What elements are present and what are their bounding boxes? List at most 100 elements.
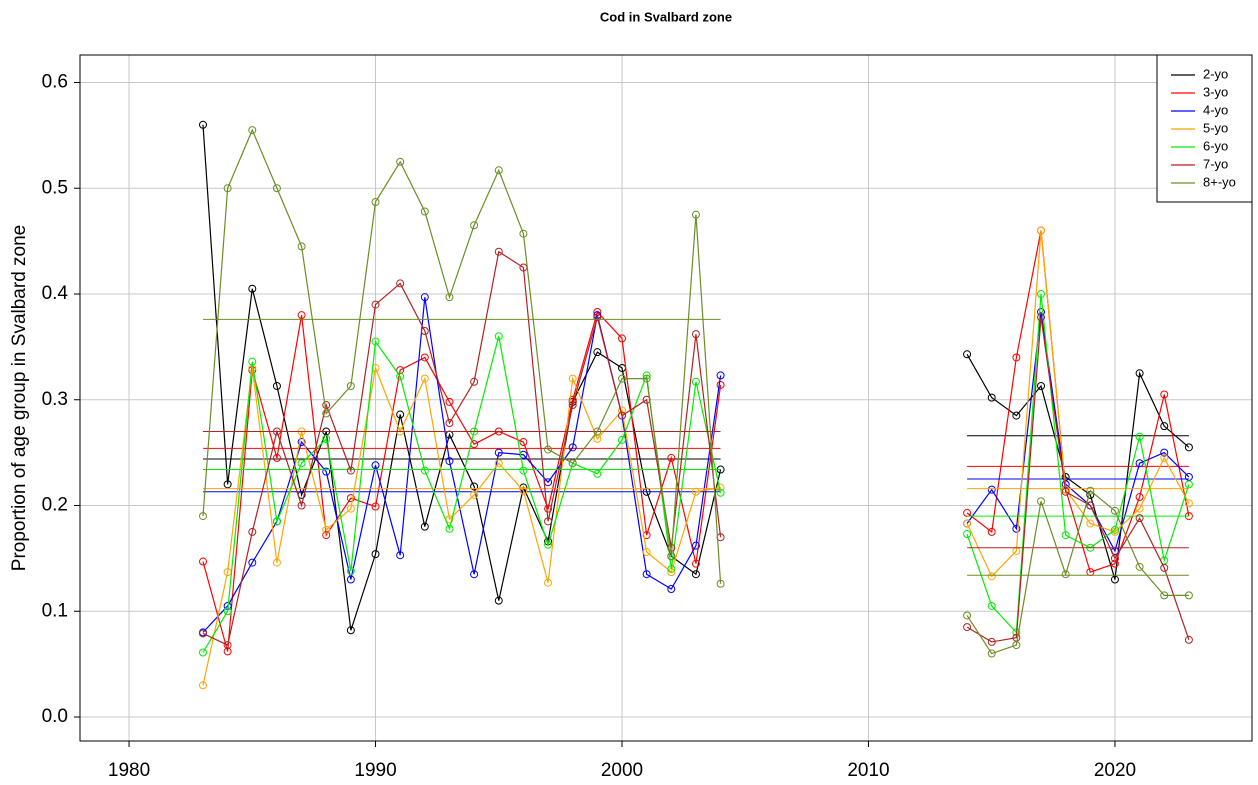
point [248, 558, 257, 567]
point [1110, 575, 1119, 584]
point [987, 649, 996, 658]
point [1012, 641, 1021, 650]
point [371, 502, 380, 511]
point [568, 459, 577, 468]
point [1012, 411, 1021, 420]
legend-label: 7-yo [1203, 156, 1228, 171]
series-line [202, 250, 1190, 646]
point [568, 401, 577, 410]
point [198, 681, 207, 690]
y-tick-label: 0.1 [42, 600, 68, 621]
point [667, 564, 676, 573]
point [618, 411, 627, 420]
point [1012, 524, 1021, 533]
point [297, 459, 306, 468]
point [716, 579, 725, 588]
point [223, 607, 232, 616]
point [691, 570, 700, 579]
point [198, 557, 207, 566]
point [1160, 563, 1169, 572]
point [223, 480, 232, 489]
y-tick-label: 0.0 [42, 706, 68, 727]
legend-label: 2-yo [1203, 66, 1228, 81]
point [297, 438, 306, 447]
series-line [202, 128, 1189, 655]
point [198, 648, 207, 657]
point [716, 488, 725, 497]
point [568, 443, 577, 452]
point [420, 466, 429, 475]
point [544, 517, 553, 526]
series-line [202, 124, 1190, 631]
point [1160, 591, 1169, 600]
point [716, 371, 725, 380]
point [1086, 486, 1095, 495]
point [1135, 504, 1144, 513]
point [1160, 422, 1169, 431]
point [1160, 453, 1169, 462]
point [1012, 353, 1021, 362]
point [963, 530, 972, 539]
point [519, 229, 528, 238]
point [1135, 493, 1144, 502]
point [494, 332, 503, 341]
point [248, 126, 257, 135]
point [346, 567, 355, 576]
point [470, 221, 479, 230]
point [1037, 289, 1046, 298]
y-tick-label: 0.3 [42, 389, 68, 410]
point [470, 570, 479, 579]
point [420, 353, 429, 362]
point [1184, 635, 1193, 644]
point [346, 575, 355, 584]
y-axis-label: Proportion of age group in Svalbard zone [9, 225, 30, 571]
legend-label: 6-yo [1203, 138, 1228, 153]
point [396, 157, 405, 166]
point [494, 596, 503, 605]
point [544, 578, 553, 587]
point [248, 357, 257, 366]
point [987, 527, 996, 536]
point [1135, 432, 1144, 441]
point [1086, 519, 1095, 528]
point [396, 372, 405, 381]
point [322, 525, 331, 534]
point [544, 504, 553, 513]
point [691, 377, 700, 386]
point [1135, 562, 1144, 571]
point [248, 527, 257, 536]
point [445, 397, 454, 406]
y-tick-label: 0.5 [42, 177, 68, 198]
point [1184, 499, 1193, 508]
point [322, 531, 331, 540]
legend-label: 4-yo [1203, 102, 1228, 117]
point [272, 184, 281, 193]
point [371, 550, 380, 559]
point [346, 466, 355, 475]
y-tick-label: 0.2 [42, 495, 68, 516]
point [1061, 485, 1070, 494]
point [297, 501, 306, 510]
point [963, 623, 972, 632]
point [1061, 531, 1070, 540]
point [1184, 591, 1193, 600]
point [1160, 390, 1169, 399]
point [618, 334, 627, 343]
point [272, 558, 281, 567]
point [618, 374, 627, 383]
point [223, 641, 232, 650]
point [396, 366, 405, 375]
point [297, 242, 306, 251]
point [1037, 307, 1046, 316]
point [272, 453, 281, 462]
point [1037, 381, 1046, 390]
x-tick-label: 1990 [354, 760, 396, 781]
point [1184, 443, 1193, 452]
point [593, 313, 602, 322]
point [371, 337, 380, 346]
point [963, 519, 972, 528]
point [593, 469, 602, 478]
point [987, 637, 996, 646]
point [322, 434, 331, 443]
